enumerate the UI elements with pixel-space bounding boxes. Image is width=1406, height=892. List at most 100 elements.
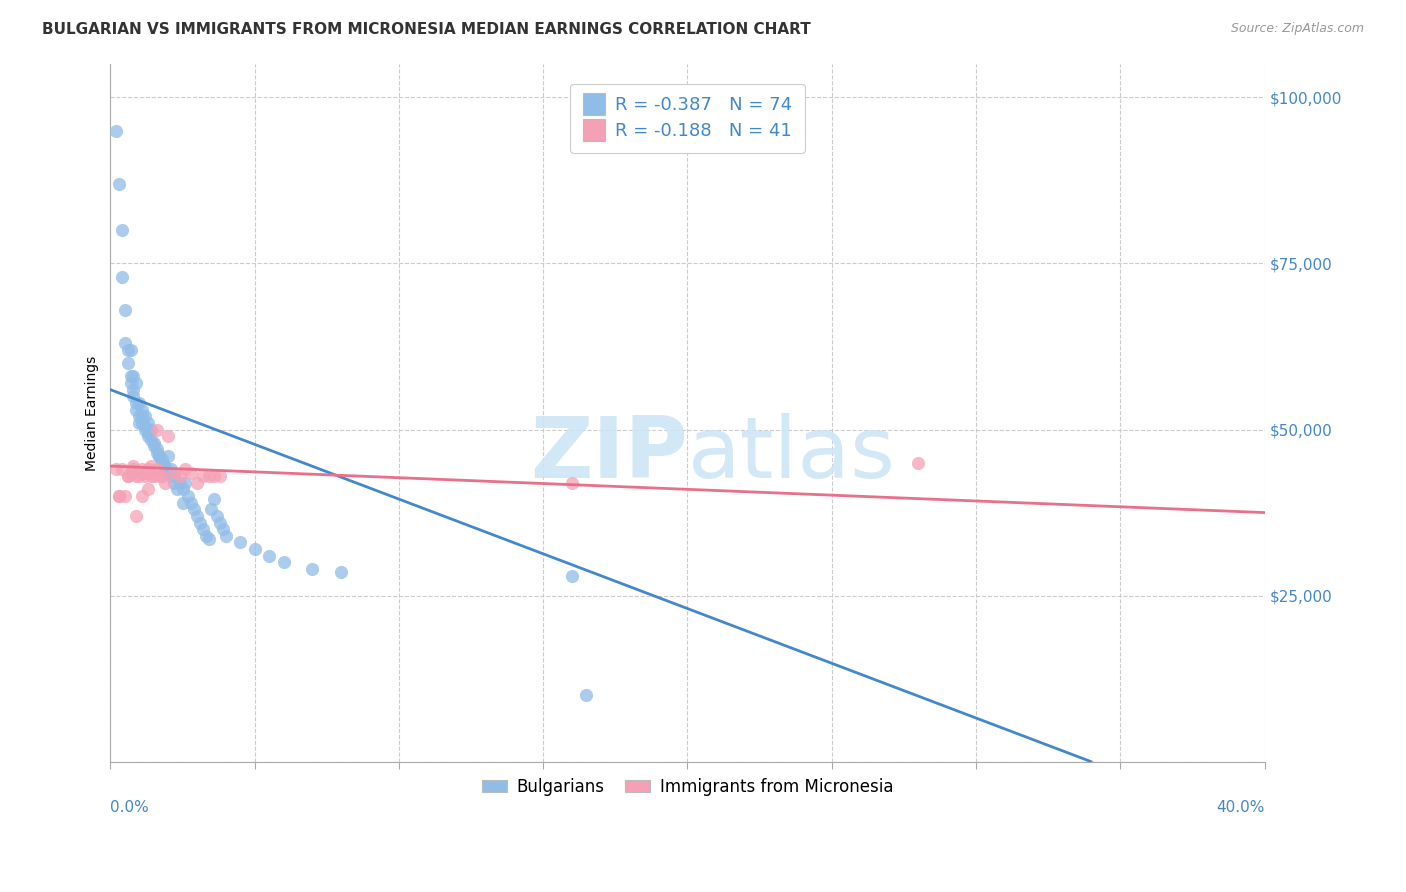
- Point: [125, 396, 148, 410]
- Point: [108, 489, 131, 503]
- Point: [197, 469, 219, 483]
- Point: [202, 492, 225, 507]
- Point: [205, 508, 228, 523]
- Point: [136, 425, 159, 440]
- Point: [188, 516, 211, 530]
- Point: [150, 456, 173, 470]
- Point: [191, 522, 214, 536]
- Point: [148, 469, 170, 483]
- Point: [166, 483, 188, 497]
- Point: [111, 462, 134, 476]
- Point: [229, 535, 252, 549]
- Point: [215, 529, 238, 543]
- Point: [139, 469, 162, 483]
- Point: [169, 469, 191, 483]
- Point: [561, 568, 583, 582]
- Point: [148, 449, 170, 463]
- Point: [125, 376, 148, 390]
- Point: [136, 466, 159, 480]
- Point: [155, 459, 177, 474]
- Point: [150, 452, 173, 467]
- Point: [105, 123, 128, 137]
- Point: [145, 442, 167, 457]
- Point: [128, 469, 150, 483]
- Point: [172, 495, 194, 509]
- Point: [117, 356, 139, 370]
- Point: [120, 466, 142, 480]
- Legend: Bulgarians, Immigrants from Micronesia: Bulgarians, Immigrants from Micronesia: [472, 768, 903, 805]
- Point: [177, 489, 200, 503]
- Point: [142, 469, 165, 483]
- Point: [139, 433, 162, 447]
- Point: [114, 336, 136, 351]
- Point: [174, 475, 197, 490]
- Text: 40.0%: 40.0%: [1216, 800, 1264, 815]
- Point: [212, 522, 235, 536]
- Point: [117, 469, 139, 483]
- Point: [114, 489, 136, 503]
- Point: [186, 508, 208, 523]
- Point: [117, 343, 139, 357]
- Point: [125, 402, 148, 417]
- Point: [142, 435, 165, 450]
- Point: [257, 549, 280, 563]
- Point: [120, 369, 142, 384]
- Point: [125, 508, 148, 523]
- Point: [172, 483, 194, 497]
- Text: ZIP: ZIP: [530, 413, 688, 496]
- Point: [131, 402, 153, 417]
- Point: [575, 689, 598, 703]
- Point: [125, 469, 148, 483]
- Point: [273, 556, 295, 570]
- Point: [145, 462, 167, 476]
- Point: [128, 416, 150, 430]
- Point: [122, 369, 145, 384]
- Point: [122, 459, 145, 474]
- Point: [136, 462, 159, 476]
- Point: [160, 469, 183, 483]
- Text: BULGARIAN VS IMMIGRANTS FROM MICRONESIA MEDIAN EARNINGS CORRELATION CHART: BULGARIAN VS IMMIGRANTS FROM MICRONESIA …: [42, 22, 811, 37]
- Point: [134, 466, 156, 480]
- Point: [202, 469, 225, 483]
- Point: [111, 269, 134, 284]
- Point: [128, 396, 150, 410]
- Point: [157, 466, 180, 480]
- Point: [128, 409, 150, 424]
- Point: [191, 469, 214, 483]
- Point: [131, 489, 153, 503]
- Point: [209, 469, 232, 483]
- Point: [194, 529, 217, 543]
- Point: [120, 376, 142, 390]
- Point: [180, 495, 202, 509]
- Text: Source: ZipAtlas.com: Source: ZipAtlas.com: [1230, 22, 1364, 36]
- Point: [111, 223, 134, 237]
- Point: [134, 419, 156, 434]
- Point: [139, 423, 162, 437]
- Point: [134, 469, 156, 483]
- Point: [301, 562, 323, 576]
- Y-axis label: Median Earnings: Median Earnings: [86, 355, 100, 471]
- Point: [136, 416, 159, 430]
- Point: [122, 383, 145, 397]
- Point: [169, 475, 191, 490]
- Point: [131, 409, 153, 424]
- Point: [134, 409, 156, 424]
- Point: [180, 466, 202, 480]
- Point: [117, 469, 139, 483]
- Point: [197, 532, 219, 546]
- Point: [157, 449, 180, 463]
- Point: [108, 489, 131, 503]
- Point: [142, 439, 165, 453]
- Point: [174, 462, 197, 476]
- Point: [136, 429, 159, 443]
- Point: [561, 475, 583, 490]
- Point: [131, 416, 153, 430]
- Point: [139, 459, 162, 474]
- Point: [131, 466, 153, 480]
- Point: [145, 423, 167, 437]
- Point: [136, 483, 159, 497]
- Point: [163, 469, 186, 483]
- Point: [157, 429, 180, 443]
- Point: [163, 466, 186, 480]
- Point: [155, 475, 177, 490]
